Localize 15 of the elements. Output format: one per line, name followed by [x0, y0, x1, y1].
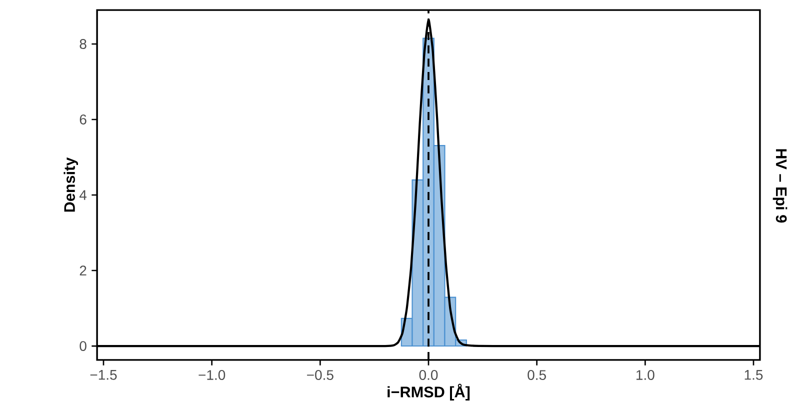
y-tick-label: 6 — [80, 114, 86, 124]
y-tick-label: 8 — [80, 39, 86, 49]
y-tick-label: 2 — [80, 266, 86, 276]
x-tick-label: 1.5 — [744, 370, 763, 380]
y-tick-label: 0 — [80, 341, 86, 351]
y-tick-label: 4 — [79, 190, 87, 200]
x-tick-label: 0.5 — [528, 370, 546, 380]
x-tick-label: 1.0 — [636, 370, 654, 380]
y-axis-title: Density — [64, 157, 78, 212]
x-tick-label: −1.0 — [198, 370, 226, 380]
x-tick-label: −0.5 — [307, 370, 334, 380]
x-axis-title: i−RMSD [Å] — [388, 384, 470, 400]
text: HV – Epi 9 — [772, 149, 788, 223]
x-tick-label: 0.0 — [419, 370, 438, 380]
x-tick-label: −1.5 — [90, 370, 117, 380]
